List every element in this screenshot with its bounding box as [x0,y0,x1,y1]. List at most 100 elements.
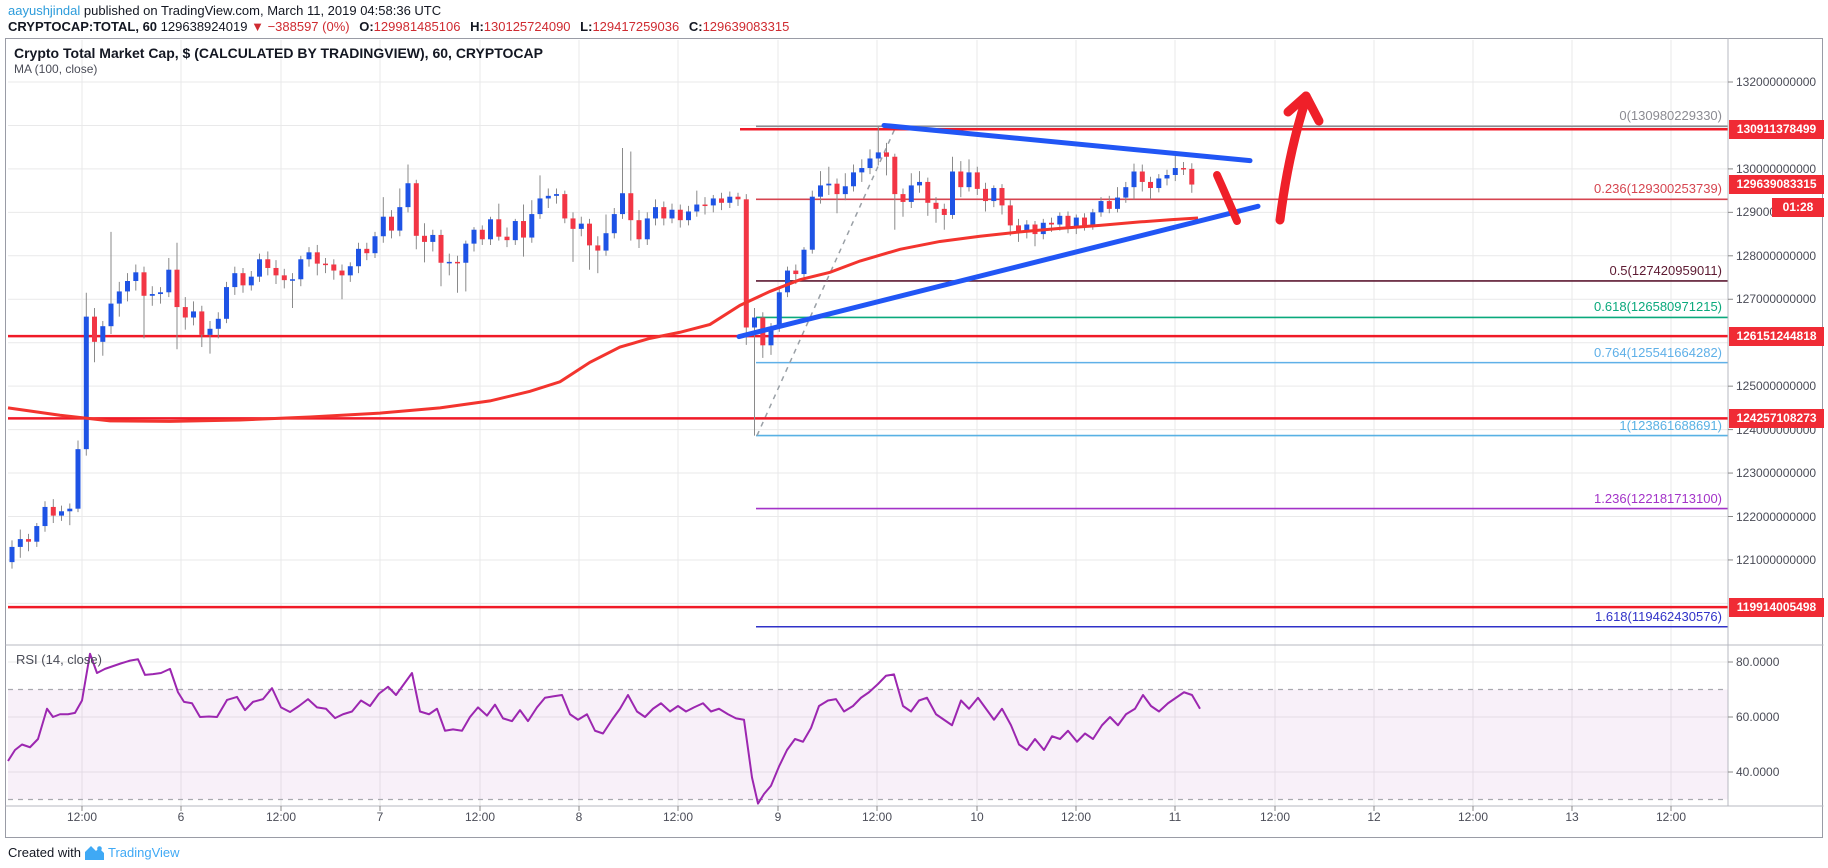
time-axis-label: 12:00 [1655,810,1687,824]
candle-down [628,193,634,221]
candle-down [570,218,576,229]
candle-up [554,194,559,196]
candle-up [1156,178,1162,189]
price-axis-label: 132000000000 [1736,75,1817,89]
candle-up [966,172,972,188]
down-arrow-icon: ▼ [251,19,264,34]
candle-up [686,211,691,221]
candle-down [364,248,370,254]
candle-up [867,158,873,169]
candle-up [215,318,221,329]
candle-up [224,287,229,319]
candle-down [884,152,889,157]
candle-up [1115,197,1120,209]
chart-area[interactable] [5,38,1823,838]
fib-level-label: 0(130980229330) [1619,108,1722,124]
candle-up [116,291,122,304]
candle-up [529,214,535,238]
rsi-axis-label: 80.0000 [1736,655,1780,669]
candle-down [422,235,427,242]
candle-up [380,216,386,237]
candle-down [892,156,898,195]
candle-up [191,311,196,318]
candle-down [958,171,964,188]
quote-line: CRYPTOCAP:TOTAL, 60 129638924019 ▼ −3885… [8,19,789,34]
author-link[interactable]: aayushjindal [8,3,81,18]
candle-up [537,198,543,215]
fib-baseline-dashed [756,126,897,436]
price-axis-label: 130000000000 [1736,161,1817,176]
candle-down [389,216,394,231]
candle-up [1024,224,1030,232]
candle-down [1007,205,1013,226]
close-label: C: [688,19,703,34]
price-axis-label: 122000000000 [1736,509,1817,524]
candle-down [735,196,741,200]
candle-down [974,172,980,189]
candle-down [281,275,287,281]
candle-down [636,220,642,240]
time-axis-label: 13 [1565,810,1579,824]
candle-up [1090,212,1096,226]
candle-up [875,152,881,159]
candle-up [463,243,469,263]
low-value: 129417259036 [592,19,680,34]
candle-up [405,183,411,208]
time-axis-label: 8 [575,810,583,824]
candle-up [207,328,213,335]
candle-up [776,292,782,328]
candle-up [108,303,114,327]
candle-down [141,272,147,296]
candle-up [1073,217,1079,228]
candle-up [611,214,617,234]
rsi-study-label: RSI (14, close) [16,652,102,667]
candle-up [356,248,361,267]
candle-down [273,267,279,276]
candle-up [603,233,609,251]
candle-down [983,188,988,202]
candle-up [950,171,955,215]
candle-down [438,234,444,263]
tradingview-brand-link[interactable]: TradingView [107,845,180,860]
fib-level-label: 1(123861688691) [1619,417,1722,433]
candle-up [710,198,716,206]
fib-level-label: 0.764(125541664282) [1594,344,1722,360]
low-label: L: [580,19,593,34]
candle-up [1164,174,1170,179]
candle-up [430,234,436,242]
time-axis-label: 12:00 [464,810,496,824]
candle-up [488,219,493,240]
candle-up [42,506,48,527]
candle-down [1016,225,1021,232]
candle-up [372,236,378,254]
fib-level-label: 0.236(129300253739) [1594,181,1722,197]
candle-down [1189,168,1195,185]
candle-down [562,194,568,219]
candle-down [1139,171,1145,182]
candle-up [826,183,832,186]
last-value: 129638924019 [160,19,248,34]
candle-up [991,188,997,202]
price-axis-label: 125000000000 [1736,379,1817,394]
candle-up [809,196,815,250]
candle-down [265,259,271,268]
candle-down [182,307,188,318]
candle-down [793,270,799,275]
candle-up [1172,168,1178,175]
open-value: 129981485106 [373,19,461,34]
candle-up [232,273,238,288]
candle-up [578,223,584,229]
candle-up [166,269,172,293]
candle-down [1106,201,1112,209]
tradingview-logo-icon [84,846,104,860]
footer: Created with TradingView [8,845,180,860]
candle-up [644,218,650,240]
time-axis-label: 12:00 [1259,810,1291,824]
price-axis-label: 128000000000 [1736,248,1817,263]
up-arrow-shaft [1275,94,1311,225]
candle-down [240,273,246,286]
time-axis-label: 12:00 [1457,810,1489,824]
candle-up [669,209,675,219]
